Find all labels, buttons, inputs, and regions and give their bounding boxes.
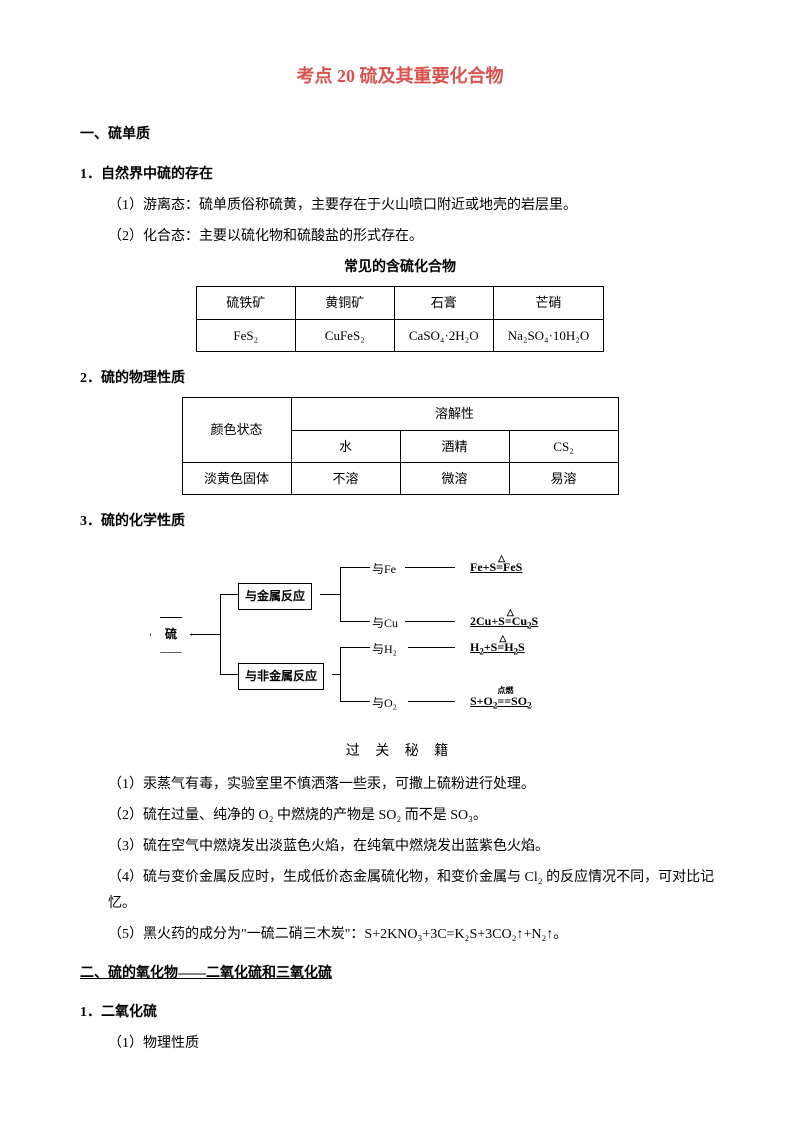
table-cell: 微溶: [400, 463, 509, 495]
table-row: 淡黄色固体 不溶 微溶 易溶: [182, 463, 618, 495]
line: [220, 594, 238, 595]
eq-o2: S+O2点燃==SO2: [470, 691, 532, 714]
label-o2: 与O₂: [372, 693, 397, 715]
title-num: 20: [337, 66, 355, 86]
title-prefix: 考点: [297, 66, 333, 86]
box-metal: 与金属反应: [238, 583, 312, 611]
table-row: 硫铁矿 黄铜矿 石膏 芒硝: [196, 287, 603, 319]
guoguan-heading: 过 关 秘 籍: [80, 739, 720, 764]
section-1-heading: 一、硫单质: [80, 122, 720, 147]
table-cell: 硫铁矿: [196, 287, 295, 319]
tip-1: （1）汞蒸气有毒，实验室里不慎洒落一些汞，可撒上硫粉进行处理。: [108, 772, 720, 797]
label-cu: 与Cu: [372, 613, 398, 635]
para-2-1-1: （1）物理性质: [80, 1031, 720, 1056]
table-cell: CaSO₄·2H₂O: [394, 319, 493, 351]
line: [405, 567, 455, 568]
line: [190, 634, 220, 635]
table-cell: Na₂SO₄·10H₂O: [493, 319, 603, 351]
table-cell: 不溶: [291, 463, 400, 495]
tip-4: （4）硫与变价金属反应时，生成低价态金属硫化物，和变价金属与 Cl₂ 的反应情况…: [108, 865, 720, 915]
table-cell: 黄铜矿: [295, 287, 394, 319]
table-cell: 芒硝: [493, 287, 603, 319]
box-nonmetal: 与非金属反应: [238, 663, 324, 691]
line: [408, 701, 455, 702]
tip-3: （3）硫在空气中燃烧发出淡蓝色火焰，在纯氧中燃烧发出蓝紫色火焰。: [108, 834, 720, 859]
tip-5: （5）黑火药的成分为"一硫二硝三木炭"：S+2KNO₃+3C=K₂S+3CO₂↑…: [108, 922, 720, 947]
page-title: 考点 20 硫及其重要化合物: [80, 60, 720, 92]
section-2-1-heading: 1．二氧化硫: [80, 1000, 720, 1025]
eq-fe: Fe+S△=FeS: [470, 557, 522, 579]
eq-h2: H2+S△=H2S: [470, 637, 525, 660]
table-row: 颜色状态 溶解性: [182, 398, 618, 430]
reaction-diagram: 硫 与金属反应 与Fe Fe+S△=FeS 与Cu 2Cu+S△=Cu2S 与非…: [150, 547, 650, 727]
label-h2: 与H₂: [372, 639, 397, 661]
label-fe: 与Fe: [372, 559, 396, 581]
table-cell: 溶解性: [291, 398, 618, 430]
line: [408, 647, 455, 648]
table-cell: 易溶: [509, 463, 618, 495]
tip-2: （2）硫在过量、纯净的 O₂ 中燃烧的产物是 SO₂ 而不是 SO₃。: [108, 803, 720, 828]
table1-caption: 常见的含硫化合物: [80, 255, 720, 280]
section-2-heading: 二、硫的氧化物——二氧化硫和三氧化硫: [80, 961, 720, 986]
para-1-1-2: （2）化合态：主要以硫化物和硫酸盐的形式存在。: [80, 224, 720, 249]
line: [340, 621, 370, 622]
table-cell: CS₂: [509, 430, 618, 462]
section-1-3-heading: 3．硫的化学性质: [80, 509, 720, 534]
table-cell: 酒精: [400, 430, 509, 462]
table-sulfur-compounds: 硫铁矿 黄铜矿 石膏 芒硝 FeS₂ CuFeS₂ CaSO₄·2H₂O Na₂…: [196, 286, 604, 352]
line: [340, 701, 370, 702]
table-cell: 颜色状态: [182, 398, 291, 463]
table-physical-properties: 颜色状态 溶解性 水 酒精 CS₂ 淡黄色固体 不溶 微溶 易溶: [182, 397, 619, 495]
hex-sulfur: 硫: [150, 617, 192, 653]
section-1-2-heading: 2．硫的物理性质: [80, 366, 720, 391]
section-1-1-heading: 1．自然界中硫的存在: [80, 162, 720, 187]
title-main: 硫及其重要化合物: [360, 66, 504, 86]
table-cell: FeS₂: [196, 319, 295, 351]
table-cell: 水: [291, 430, 400, 462]
table-cell: 石膏: [394, 287, 493, 319]
line: [320, 594, 340, 595]
table-row: FeS₂ CuFeS₂ CaSO₄·2H₂O Na₂SO₄·10H₂O: [196, 319, 603, 351]
para-1-1-1: （1）游离态：硫单质俗称硫黄，主要存在于火山喷口附近或地壳的岩层里。: [80, 193, 720, 218]
line: [220, 594, 221, 674]
line: [340, 647, 341, 701]
table-cell: CuFeS₂: [295, 319, 394, 351]
line: [340, 647, 370, 648]
line: [405, 621, 455, 622]
line: [220, 674, 238, 675]
line: [332, 674, 340, 675]
table-cell: 淡黄色固体: [182, 463, 291, 495]
line: [340, 567, 370, 568]
line: [340, 567, 341, 621]
